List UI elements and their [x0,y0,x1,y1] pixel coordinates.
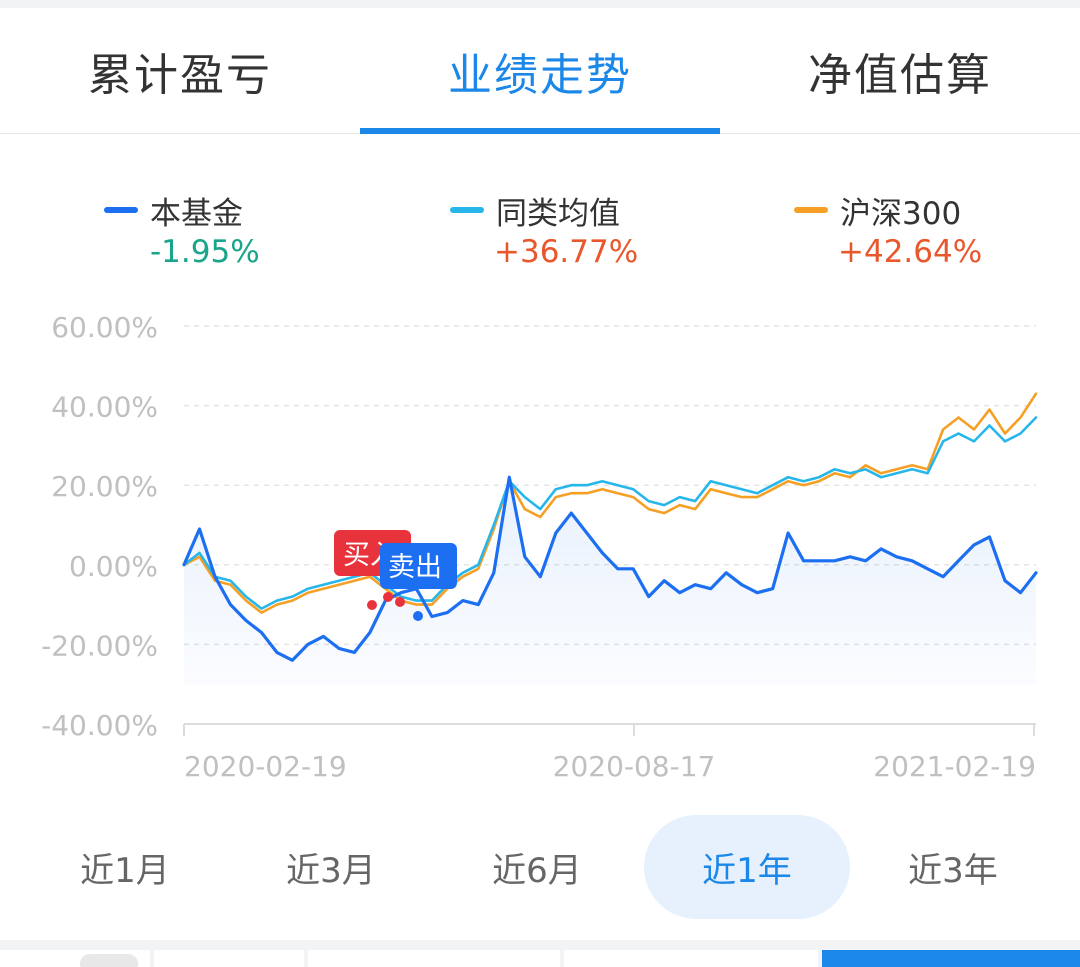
legend-swatch-category-avg [450,207,484,213]
legend-swatch-csi300 [794,207,828,213]
series-line-csi300 [182,392,1038,614]
legend-value-category-avg: +36.77% [494,234,639,270]
legend-category-avg: 同类均值 +36.77% [450,188,638,278]
bottom-accent-bar[interactable] [822,950,1080,967]
x-tick-label: 2020-02-19 [184,750,347,783]
x-tick-label: 2020-08-17 [553,750,716,783]
y-tick-label: -20.00% [41,629,158,662]
range-6m[interactable]: 近6月 [492,850,582,891]
fund-area-fill [184,477,1036,685]
legend-value-csi300: +42.64% [838,234,983,270]
range-1y[interactable]: 近1年 [644,815,850,919]
active-tab-indicator [360,128,720,134]
y-tick-label: 40.00% [51,391,158,424]
trade-marker-dot [383,592,393,602]
range-3y[interactable]: 近3年 [908,850,998,891]
range-3m[interactable]: 近3月 [286,850,376,891]
tab-bar: 累计盈亏 业绩走势 净值估算 [0,8,1080,134]
legend-swatch-fund [104,207,138,213]
range-selector: 近1月 近3月 近6月 近1年 近3年 [0,815,1080,921]
legend-csi300: 沪深300 +42.64% [794,188,982,278]
sell-badge [380,543,457,589]
performance-chart[interactable]: 买入 卖出 60.00% 40.00% 20.00% 0.00% -20.00% -40.0… [0,300,1080,800]
y-tick-label: 0.00% [69,550,158,583]
range-1m[interactable]: 近1月 [80,850,170,891]
bottom-pill [80,954,138,967]
trade-marker-dot [413,611,423,621]
legend-name-category-avg: 同类均值 [496,195,620,232]
tab-performance-trend[interactable]: 业绩走势 [448,49,632,101]
tab-nav-estimate[interactable]: 净值估算 [808,49,992,101]
bottom-segment [564,950,818,967]
bottom-strip [0,940,1080,967]
y-tick-label: 20.00% [51,470,158,503]
series-line-fund [182,475,1038,662]
y-tick-label: 60.00% [51,311,158,344]
trade-marker-dot [367,600,377,610]
y-tick-label: -40.00% [41,709,158,742]
top-strip [0,0,1080,8]
legend-fund: 本基金 -1.95% [104,188,260,278]
series-line-category-avg [182,416,1038,610]
legend-name-csi300: 沪深300 [840,195,962,232]
tab-cumulative-pnl[interactable]: 累计盈亏 [88,49,272,101]
bottom-segment [154,950,304,967]
trade-marker-dot [395,597,405,607]
sell-badge-label: 卖出 [388,552,442,583]
legend-name-fund: 本基金 [150,195,243,232]
x-tick-label: 2021-02-19 [873,750,1036,783]
bottom-segment [308,950,560,967]
legend-value-fund: -1.95% [150,234,260,270]
